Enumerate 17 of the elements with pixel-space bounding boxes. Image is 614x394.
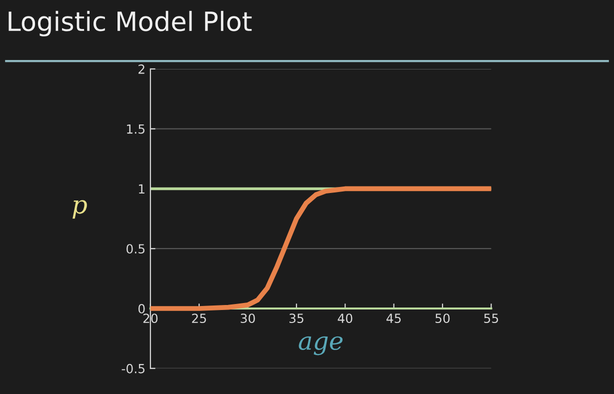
x-tick-label: 30 (240, 314, 255, 324)
x-tick-label: 55 (484, 314, 498, 324)
x-tick-label: 25 (192, 314, 206, 324)
x-tick-label: 40 (338, 314, 352, 324)
x-tick-label: 35 (289, 314, 304, 324)
y-tick-label: 2 (138, 64, 144, 74)
y-tick-label: -0.5 (122, 364, 144, 374)
x-tick-label: 45 (386, 314, 401, 324)
x-tick-label: 50 (436, 314, 450, 324)
y-axis-title: p (72, 200, 87, 219)
chart-title: Logistic Model Plot (8, 10, 252, 36)
y-tick-label: 0.5 (126, 244, 144, 254)
y-tick-label: 1.5 (127, 124, 144, 134)
line-series (150, 186, 492, 311)
y-tick-label: 1 (138, 184, 144, 194)
y-tick-label: 0 (138, 304, 145, 314)
x-axis-title: age (298, 336, 343, 356)
